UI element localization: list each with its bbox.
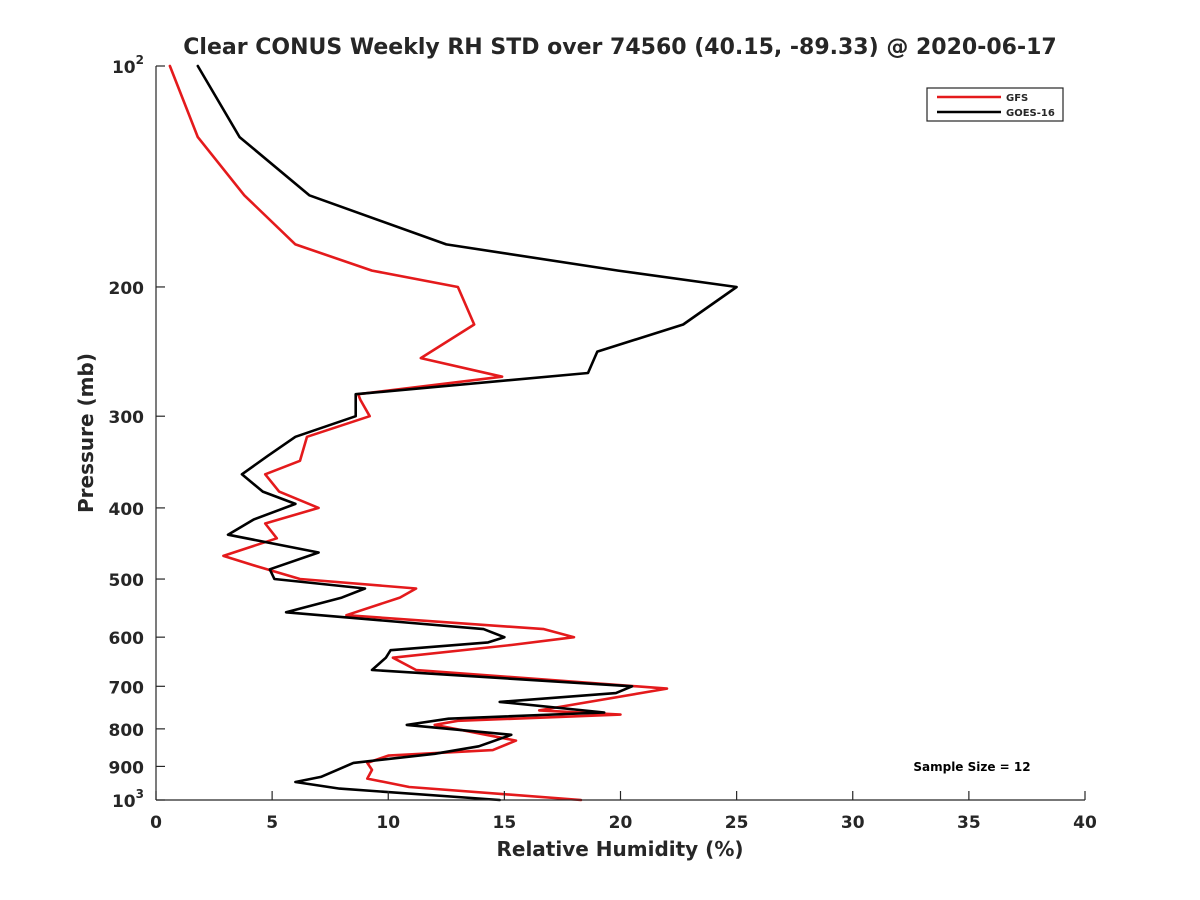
series-line-gfs [168,64,669,802]
y-tick-label: 900 [109,758,145,778]
y-tick-label-base: 10 [112,792,136,812]
y-tick-label-base: 400 [109,500,145,520]
y-tick-label: 200 [109,279,145,299]
legend-label: GOES-16 [1006,108,1055,119]
series-line-goes-16 [196,64,738,802]
chart-title: Clear CONUS Weekly RH STD over 74560 (40… [183,35,1056,60]
x-tick-label: 30 [841,813,865,833]
sample-size-annotation: Sample Size = 12 [913,760,1030,774]
y-tick-label-base: 200 [109,279,145,299]
x-axis-label: Relative Humidity (%) [496,837,743,861]
x-tick-label: 20 [609,813,633,833]
series-layer [168,64,738,802]
y-tick-label: 103 [112,787,144,812]
y-tick-label-exponent: 2 [136,53,144,67]
y-tick-label-base: 700 [109,678,145,698]
y-tick-label-base: 600 [109,629,145,649]
y-axis-label: Pressure (mb) [74,353,98,513]
y-tick-label: 800 [109,721,145,741]
plot-area: 0 5 10 15 20 25 30 35 40 10220030040050060070080… [109,53,1097,833]
y-tick-label: 600 [109,629,145,649]
y-tick-label-base: 500 [109,571,145,591]
x-tick-label: 15 [493,813,517,833]
y-tick-label-base: 300 [109,408,145,428]
y-tick-label-base: 10 [112,58,136,78]
axes-background [156,66,1085,800]
x-tick-label: 0 [150,813,162,833]
y-tick-label-base: 900 [109,758,145,778]
y-tick-label-exponent: 3 [136,787,144,801]
y-tick-label-base: 800 [109,721,145,741]
y-tick-label: 700 [109,678,145,698]
x-tick-label: 10 [376,813,400,833]
legend-box [926,87,1064,122]
x-tick-label: 40 [1073,813,1097,833]
x-tick-label: 35 [957,813,981,833]
x-tick-label: 5 [266,813,278,833]
y-tick-label: 102 [112,53,144,78]
y-tick-label: 300 [109,408,145,428]
legend: GFS GOES-16 [926,87,1064,122]
x-tick-label: 25 [725,813,749,833]
legend-label: GFS [1006,93,1028,104]
y-tick-label: 400 [109,500,145,520]
y-tick-label: 500 [109,571,145,591]
legend-entries: GFS GOES-16 [937,93,1055,119]
x-axis-ticks: 0 5 10 15 20 25 30 35 40 [150,791,1097,833]
